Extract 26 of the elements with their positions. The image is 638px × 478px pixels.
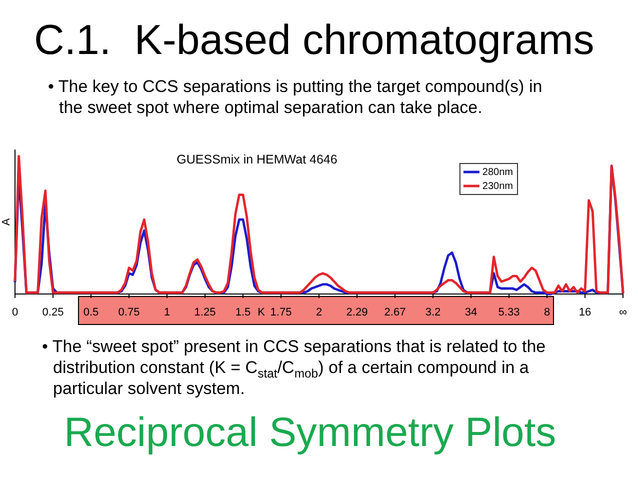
x-tick-label: 34 [464,306,478,319]
x-axis-title: K [258,306,266,319]
chart-subtitle: GUESSmix in HEMWat 4646 [176,152,338,166]
x-tick-label: 1 [164,306,170,319]
x-tick-label: 3.2 [425,306,441,319]
y-axis-title: A [0,218,13,226]
x-tick-label: 0.75 [118,306,140,319]
text: • The key to CCS separations is putting the target compound(s) in the sweet spot where optimal separation can take place. [48,76,544,118]
x-tick-label: ∞ [619,306,628,319]
x-tick-label: 8 [544,306,550,319]
text: Reciprocal Symmetry Plots [64,408,556,456]
x-tick-label: 16 [578,306,592,319]
x-tick-label: 2.29 [346,306,368,319]
x-tick-label: 0 [12,306,18,319]
x-tick-label: 2 [316,306,322,319]
legend-label: 280nm [482,166,513,178]
x-tick-label: 2.67 [384,306,406,319]
legend-label: 230nm [482,180,513,192]
x-tick-label: 1.75 [270,306,292,319]
x-tick-label: 1.5 [235,306,251,319]
x-tick-label: 0.25 [42,306,64,319]
x-tick-label: 1.25 [194,306,216,319]
x-tick-label: 5.33 [498,306,520,319]
chart-title: C.1. K-based chromatograms [34,16,594,64]
x-tick-label: 0.5 [83,306,99,319]
text: • The “sweet spot” present in CCS separations that is related to the distribution constant (K = C$_{stat}$/C$_{mob}$) of a certain compound in a particular solvent system. [42,337,546,398]
